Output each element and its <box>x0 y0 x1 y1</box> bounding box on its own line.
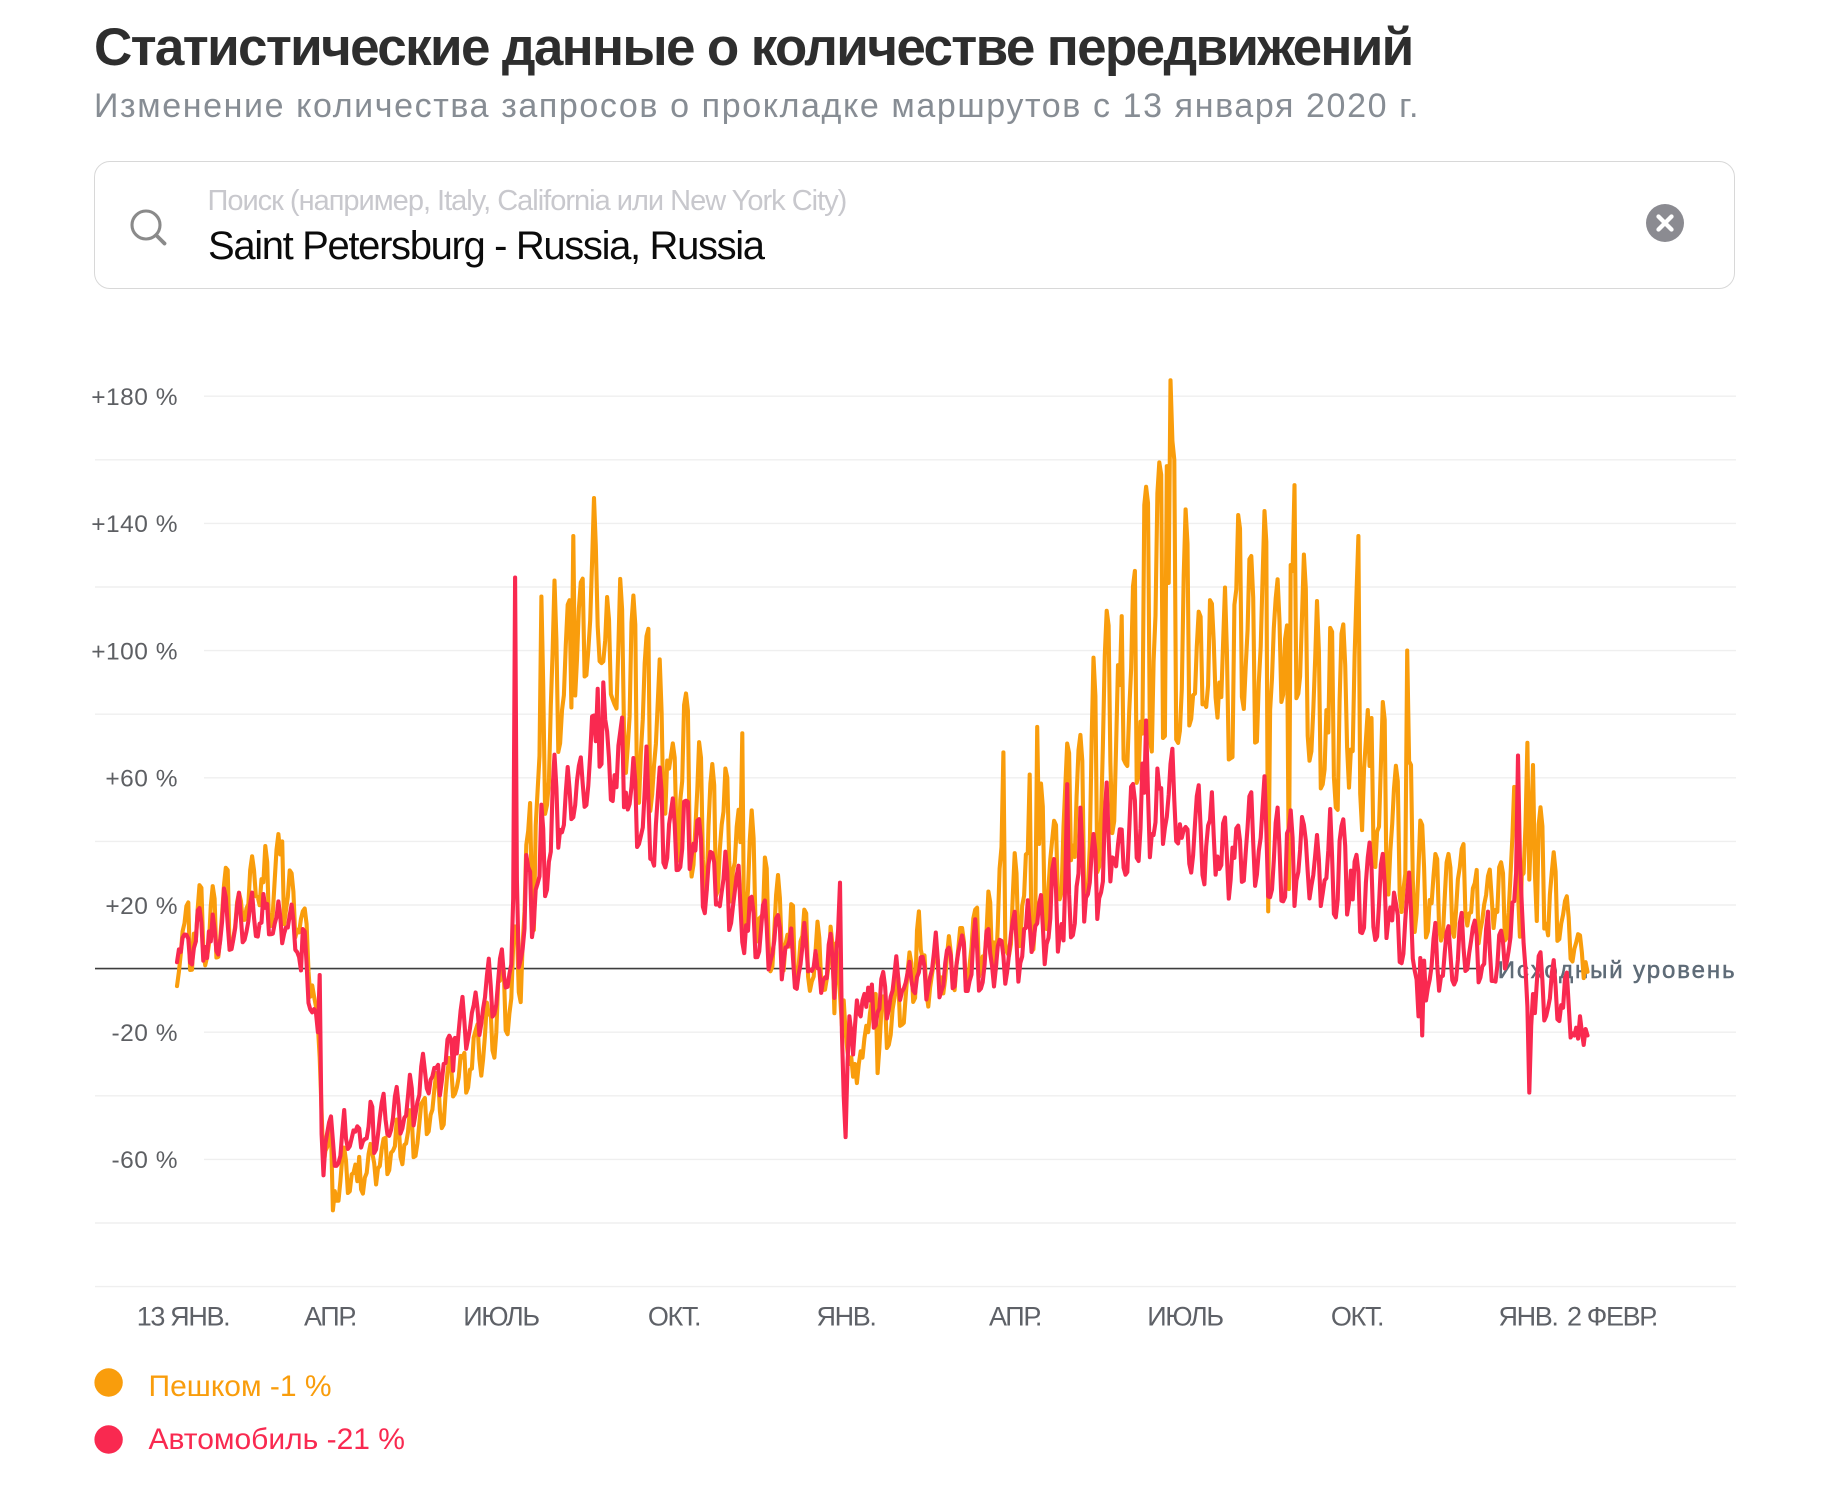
svg-text:ОКТ.: ОКТ. <box>1331 1302 1383 1332</box>
svg-text:ОКТ.: ОКТ. <box>648 1302 700 1332</box>
svg-text:2 ФЕВР.: 2 ФЕВР. <box>1567 1302 1657 1332</box>
svg-text:АПР.: АПР. <box>989 1302 1041 1332</box>
svg-text:+180 %: +180 % <box>91 384 178 411</box>
svg-text:Исходный уровень: Исходный уровень <box>1498 957 1737 984</box>
svg-text:13 ЯНВ.: 13 ЯНВ. <box>137 1302 230 1332</box>
svg-text:ИЮЛЬ: ИЮЛЬ <box>463 1302 539 1332</box>
svg-text:ЯНВ.: ЯНВ. <box>816 1302 875 1332</box>
svg-text:ЯНВ.: ЯНВ. <box>1498 1302 1557 1332</box>
svg-text:+100 %: +100 % <box>91 638 178 665</box>
svg-text:ИЮЛЬ: ИЮЛЬ <box>1147 1302 1223 1332</box>
svg-text:АПР.: АПР. <box>304 1302 356 1332</box>
svg-text:-20 %: -20 % <box>111 1020 178 1047</box>
svg-text:+20 %: +20 % <box>105 893 178 920</box>
svg-text:+60 %: +60 % <box>105 766 178 793</box>
svg-text:+140 %: +140 % <box>91 511 178 538</box>
svg-text:-60 %: -60 % <box>111 1147 178 1174</box>
